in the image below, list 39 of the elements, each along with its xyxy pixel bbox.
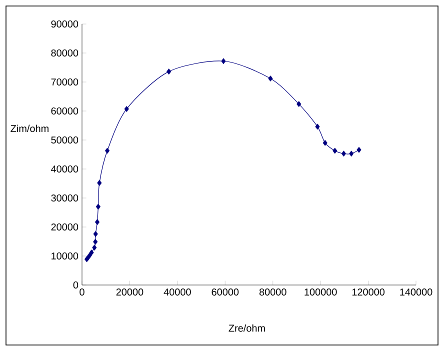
x-tick-label: 20000 bbox=[116, 288, 144, 296]
point bbox=[296, 101, 302, 107]
point bbox=[221, 58, 226, 64]
y-tick-label: 0 bbox=[73, 281, 78, 289]
point bbox=[93, 231, 98, 237]
x-tick-label: 80000 bbox=[259, 288, 286, 296]
y-tick-label: 10000 bbox=[52, 252, 78, 260]
y-tick-label: 30000 bbox=[51, 194, 78, 202]
point bbox=[268, 76, 273, 82]
point bbox=[341, 150, 346, 157]
y-axis-title: Zim/ohm bbox=[10, 124, 48, 132]
y-tick-label: 50000 bbox=[51, 136, 78, 144]
point bbox=[96, 204, 100, 210]
y-tick-label: 60000 bbox=[51, 107, 78, 115]
y-tick-label: 20000 bbox=[51, 223, 78, 231]
point bbox=[93, 238, 98, 245]
point bbox=[349, 150, 354, 157]
x-tick-label: 40000 bbox=[164, 288, 191, 296]
y-tick-label: 90000 bbox=[51, 20, 78, 28]
point bbox=[89, 250, 94, 256]
point bbox=[315, 124, 320, 130]
x-tick-label: 100000 bbox=[304, 288, 337, 296]
x-tick-label: 0 bbox=[80, 288, 84, 296]
x-axis-title: Zre/ohm bbox=[228, 324, 265, 332]
point bbox=[166, 68, 172, 74]
y-tick-label: 40000 bbox=[51, 165, 78, 173]
point bbox=[322, 140, 328, 146]
point bbox=[92, 244, 97, 250]
point bbox=[356, 146, 362, 153]
x-tick-label: 60000 bbox=[212, 288, 239, 296]
x-tick-label: 140000 bbox=[400, 288, 432, 296]
point bbox=[124, 106, 129, 112]
point bbox=[97, 180, 102, 186]
point bbox=[105, 148, 110, 154]
x-tick-label: 120000 bbox=[352, 288, 385, 296]
point bbox=[95, 219, 100, 225]
y-tick-label: 80000 bbox=[51, 49, 78, 57]
y-tick-label: 70000 bbox=[51, 78, 78, 86]
point bbox=[332, 148, 338, 154]
